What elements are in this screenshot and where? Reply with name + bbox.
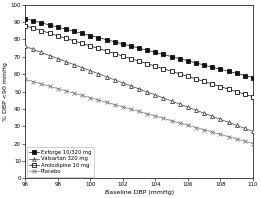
X-axis label: Baseline DBP (mmHg): Baseline DBP (mmHg) [105,190,174,195]
Y-axis label: % DBP <90 mmHg: % DBP <90 mmHg [3,62,8,121]
Legend: Exforge 10/320 mg, Valsartan 320 mg, Amlodipine 10 mg, Placebo: Exforge 10/320 mg, Valsartan 320 mg, Aml… [27,148,94,177]
